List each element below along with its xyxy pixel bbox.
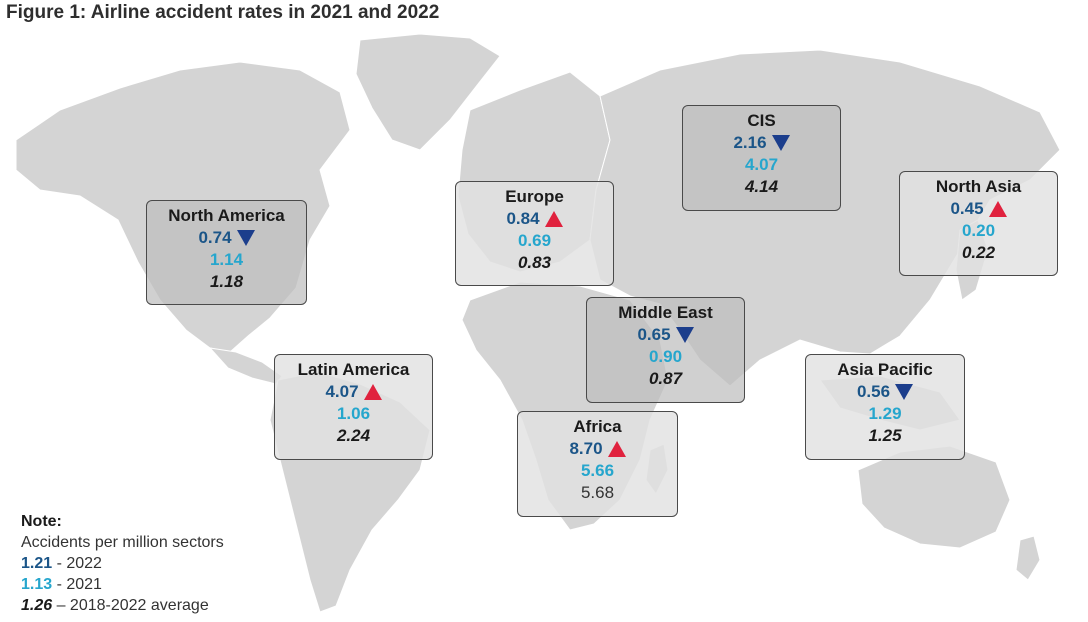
region-box-north-asia: North Asia 0.45 0.20 0.22 bbox=[899, 171, 1058, 276]
increase-arrow-icon bbox=[363, 384, 382, 400]
rate-2022: 0.65 bbox=[637, 324, 694, 346]
region-box-cis: CIS 2.16 4.07 4.14 bbox=[682, 105, 841, 211]
region-name: Europe bbox=[505, 187, 564, 206]
region-name: Africa bbox=[573, 417, 622, 436]
rate-2022: 4.07 bbox=[325, 381, 382, 403]
figure-title: Figure 1: Airline accident rates in 2021… bbox=[6, 2, 440, 23]
rate-average: 2.24 bbox=[336, 426, 371, 445]
increase-arrow-icon bbox=[988, 201, 1007, 217]
decrease-arrow-icon bbox=[675, 327, 694, 343]
rate-2021: 1.14 bbox=[209, 250, 244, 269]
landmass-central-america bbox=[208, 347, 283, 385]
landmass-new-zealand bbox=[1015, 535, 1041, 581]
decrease-arrow-icon bbox=[771, 135, 790, 151]
region-name: CIS bbox=[747, 111, 776, 130]
region-name: Latin America bbox=[297, 360, 410, 379]
region-name: Middle East bbox=[618, 303, 713, 322]
increase-arrow-icon bbox=[607, 441, 626, 457]
rate-2022: 2.16 bbox=[733, 132, 790, 154]
note-description: Accidents per million sectors bbox=[21, 534, 224, 551]
legend-key-2022: 1.21 - 2022 bbox=[21, 555, 102, 572]
rate-2021: 4.07 bbox=[744, 155, 779, 174]
rate-average: 0.87 bbox=[648, 369, 683, 388]
rate-2021: 0.69 bbox=[517, 231, 552, 250]
legend-note: Note: Accidents per million sectors 1.21… bbox=[21, 511, 224, 616]
increase-arrow-icon bbox=[544, 211, 563, 227]
rate-2022: 0.74 bbox=[198, 227, 255, 249]
note-heading: Note: bbox=[21, 513, 62, 530]
rate-average: 1.25 bbox=[868, 426, 902, 445]
region-box-asia-pacific: Asia Pacific 0.56 1.29 1.25 bbox=[805, 354, 965, 460]
rate-average: 5.68 bbox=[580, 483, 615, 502]
rate-2021: 0.90 bbox=[648, 347, 683, 366]
region-box-middle-east: Middle East 0.65 0.90 0.87 bbox=[586, 297, 745, 403]
rate-2022: 0.45 bbox=[950, 198, 1007, 220]
region-name: North Asia bbox=[935, 177, 1022, 196]
legend-key-2021: 1.13 - 2021 bbox=[21, 576, 102, 593]
rate-average: 1.18 bbox=[209, 272, 244, 291]
region-box-africa: Africa 8.70 5.66 5.68 bbox=[517, 411, 678, 517]
rate-average: 0.83 bbox=[517, 253, 552, 272]
region-box-europe: Europe 0.84 0.69 0.83 bbox=[455, 181, 614, 286]
landmass-greenland bbox=[355, 33, 501, 151]
region-name: North America bbox=[168, 206, 285, 225]
decrease-arrow-icon bbox=[895, 384, 914, 400]
landmass-australia bbox=[857, 445, 1011, 549]
rate-2022: 0.84 bbox=[506, 208, 563, 230]
legend-key-average: 1.26 – 2018-2022 average bbox=[21, 597, 209, 614]
region-box-north-america: North America 0.74 1.14 1.18 bbox=[146, 200, 307, 305]
rate-average: 4.14 bbox=[744, 177, 779, 196]
rate-2021: 1.29 bbox=[868, 404, 902, 423]
region-box-latin-america: Latin America 4.07 1.06 2.24 bbox=[274, 354, 433, 460]
region-name: Asia Pacific bbox=[837, 360, 933, 379]
rate-average: 0.22 bbox=[961, 243, 996, 262]
rate-2021: 0.20 bbox=[961, 221, 996, 240]
rate-2022: 8.70 bbox=[569, 438, 626, 460]
rate-2021: 1.06 bbox=[336, 404, 371, 423]
decrease-arrow-icon bbox=[236, 230, 255, 246]
rate-2022: 0.56 bbox=[857, 381, 914, 403]
rate-2021: 5.66 bbox=[580, 461, 615, 480]
